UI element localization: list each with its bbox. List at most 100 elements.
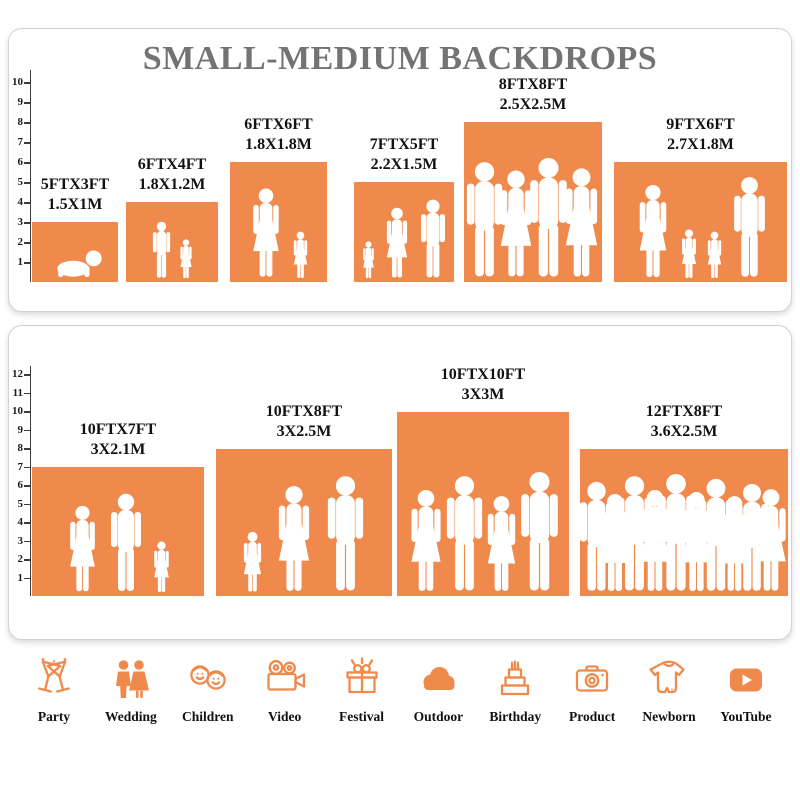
party-icon [38,658,70,693]
person-silhouette [322,475,369,593]
person-silhouette [177,239,195,279]
ruler-tick: 10 [9,75,30,89]
bar-label: 12FTX8FT 3.6X2.5M [645,403,723,440]
backdrop-bar [32,467,204,596]
category-label: Newborn [642,709,696,724]
bar-label: 10FTX8FT 3X2.5M [265,403,343,440]
panel-large: 1 2 3 4 5 6 7 8 9 10 11 12 10FTX7FT 3X2.… [8,325,792,640]
ruler-tick: 10 [9,404,30,418]
ruler-top: 1 2 3 4 5 6 7 8 9 10 [9,68,31,282]
children-icon [189,665,226,690]
bar-label: 8FTX8FT 2.5X2.5M [498,76,568,113]
person-silhouette [63,505,102,593]
bar-label: 6FTX6FT 1.8X1.8M [244,116,313,153]
bar-label: 6FTX4FT 1.8X1.2M [137,156,207,193]
bar-label: 10FTX7FT 3X2.1M [79,421,157,458]
category-outdoor: Outdoor [404,656,472,725]
bar-label: 7FTX5FT 2.2X1.5M [369,136,439,173]
backdrop-5x3: 5FTX3FT 1.5X1M [32,175,118,282]
ruler-tick: 5 [9,175,30,189]
newborn-icon [649,660,685,694]
wedding-icon [115,660,149,698]
ruler-tick: 8 [9,115,30,129]
ruler-tick: 6 [9,478,30,492]
ruler-tick: 3 [9,215,30,229]
person-silhouette [239,531,266,593]
backdrop-bar [464,122,602,282]
video-icon [266,660,305,691]
ruler-tick: 4 [9,195,30,209]
festival-icon [345,657,378,694]
person-silhouette [632,184,674,279]
category-label: Product [569,709,616,724]
backdrop-bar [397,412,569,596]
category-party: Party [20,656,88,725]
category-label: Birthday [489,709,542,724]
person-silhouette [417,199,449,279]
backdrop-10x7: 10FTX7FT 3X2.1M [32,420,204,596]
ruler-tick: 1 [9,255,30,269]
ruler-tick: 6 [9,155,30,169]
backdrop-9x6: 9FTX6FT 2.7X1.8M [614,115,787,282]
ruler-tick: 4 [9,515,30,529]
ruler-tick: 11 [9,386,30,400]
category-youtube: YouTube [712,656,780,725]
category-video: Video [251,656,319,725]
baby-silhouette [47,249,103,279]
ruler-tick: 8 [9,441,30,455]
person-silhouette [729,176,770,279]
category-festival: Festival [328,656,396,725]
person-silhouette [246,187,286,279]
backdrop-6x6: 6FTX6FT 1.8X1.8M [230,115,327,282]
category-wedding: Wedding [97,656,165,725]
ruler-tick: 2 [9,552,30,566]
person-silhouette [515,471,564,593]
category-label: Video [268,709,302,724]
person-silhouette [150,221,173,279]
backdrop-bar [580,449,788,596]
ruler-tick: 9 [9,95,30,109]
page-title: SMALL-MEDIUM BACKDROPS [142,40,658,77]
panel-small-medium: SMALL-MEDIUM BACKDROPS 1 2 3 4 5 6 7 8 9… [8,28,792,312]
bar-label: 5FTX3FT 1.5X1M [40,176,110,213]
category-label: Children [181,709,234,724]
category-label: Outdoor [413,709,464,724]
ruler-tick: 2 [9,235,30,249]
backdrop-6x4: 6FTX4FT 1.8X1.2M [126,155,218,282]
ruler-tick: 12 [9,367,30,381]
category-product: Product [558,656,626,725]
person-silhouette [106,493,146,593]
ruler-tick: 7 [9,135,30,149]
outdoor-icon [423,667,455,690]
backdrop-10x8: 10FTX8FT 3X2.5M [216,402,392,596]
person-silhouette [360,241,377,279]
backdrop-8x8: 8FTX8FT 2.5X2.5M [464,75,602,282]
backdrop-10x10: 10FTX10FT 3X3M [397,365,569,596]
person-silhouette [150,541,173,593]
backdrop-bar [32,222,118,282]
category-newborn: Newborn [635,656,703,725]
category-label: Party [37,709,71,724]
person-silhouette [678,229,700,279]
person-silhouette [381,207,413,279]
backdrop-bar [614,162,787,282]
ruler-tick: 9 [9,423,30,437]
ruler-axis [29,70,31,282]
category-children: Children [174,656,242,725]
backdrop-bar [354,182,454,282]
birthday-icon [501,660,530,696]
backdrop-7x5: 7FTX5FT 2.2X1.5M [354,135,454,282]
ruler-tick: 5 [9,497,30,511]
backdrop-bar [126,202,218,282]
category-label: Wedding [104,709,157,724]
category-row: Party Wedding [0,656,800,725]
ruler-tick: 3 [9,534,30,548]
person-silhouette [270,485,318,593]
person-silhouette [290,231,311,279]
category-label: Festival [339,709,384,724]
ruler-tick: 7 [9,460,30,474]
ruler-tick: 1 [9,571,30,585]
backdrop-12x8: 12FTX8FT 3.6X2.5M [580,402,788,596]
category-label: YouTube [720,709,772,724]
